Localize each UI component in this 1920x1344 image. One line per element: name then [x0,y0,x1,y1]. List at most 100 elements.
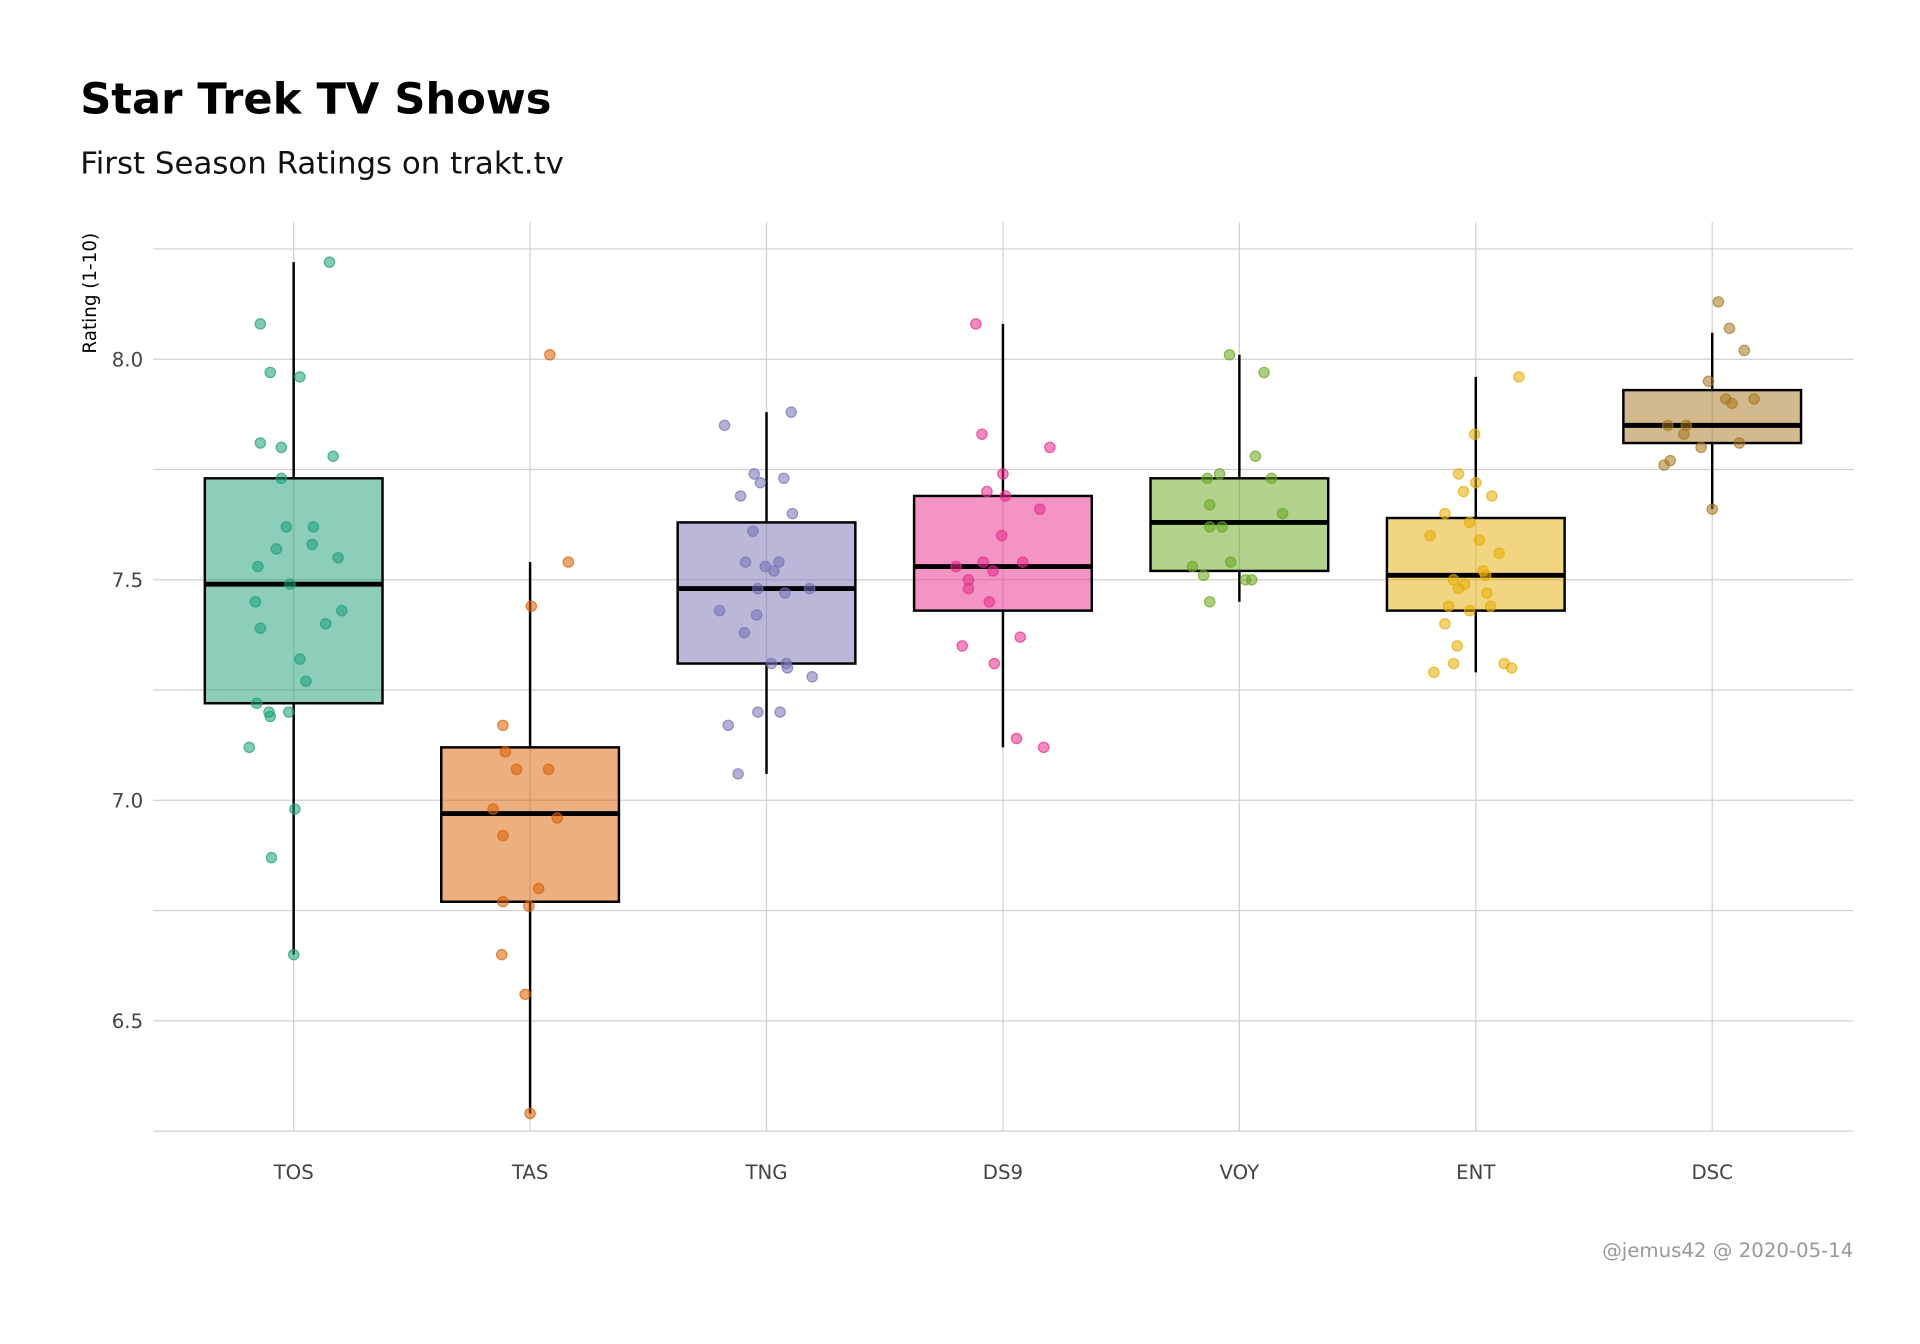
data-point-VOY [1203,499,1216,511]
data-point-TAS [497,719,509,732]
data-point-TAS [497,895,509,908]
data-point-VOY [1203,521,1216,533]
y-tick-label: 6.5 [112,1010,143,1033]
box-iqr [1385,516,1566,612]
x-tick-label: TAS [511,1161,549,1184]
x-ticks: TOS TAS TNG DS9 VOY ENT DSC [273,1161,1733,1184]
data-point-ENT [1439,507,1451,520]
data-point-TNG [777,472,790,485]
data-point-TOS [270,543,283,555]
caption: @jemus42 @ 2020-05-14 [1602,1239,1853,1262]
data-point-TOS [254,437,267,449]
data-point-VOY [1249,450,1262,462]
data-point-DS9 [1016,556,1029,568]
x-tick-label: VOY [1220,1161,1261,1184]
data-point-ENT [1469,476,1482,489]
x-tick-label: TNG [744,1161,787,1184]
data-point-DS9 [969,318,982,330]
data-point-TOS [306,538,318,551]
box-TOS [203,262,384,955]
data-point-DS9 [956,640,969,652]
data-point-DS9 [995,529,1008,542]
x-tick-label: ENT [1456,1161,1496,1184]
data-point-TNG [785,406,797,418]
data-point-TOS [243,741,256,754]
data-point-TAS [487,803,499,815]
data-point-ENT [1505,662,1518,674]
data-point-TOS [294,371,306,383]
data-point-DSC [1733,437,1746,449]
data-point-DS9 [976,428,988,440]
y-tick-label: 7.0 [112,790,143,813]
data-point-TOS [250,697,263,709]
data-point-TOS [249,596,262,608]
data-point-VOY [1213,468,1226,480]
y-axis-label: Rating (1-10) [80,233,101,354]
points [243,256,1760,1120]
y-tick-label: 7.5 [112,569,143,592]
data-point-VOY [1258,366,1270,379]
data-point-TAS [495,948,508,961]
data-point-TAS [524,1107,536,1120]
data-point-DSC [1658,459,1670,471]
data-point-ENT [1468,428,1481,440]
data-point-DSC [1702,375,1715,388]
data-point-TAS [519,988,531,1001]
data-point-TAS [532,882,545,895]
data-point-DSC [1726,397,1738,410]
data-point-DS9 [1044,441,1056,454]
data-point-DS9 [987,565,999,577]
chart-subtitle: First Season Ratings on trakt.tv [80,147,564,182]
data-point-TOS [252,560,264,573]
data-point-TOS [254,622,267,635]
x-tick-label: TOS [273,1161,314,1184]
data-point-TNG [752,582,764,595]
data-point-TOS [282,706,295,718]
data-point-TAS [497,829,509,842]
data-point-ENT [1481,587,1493,599]
data-point-ENT [1447,574,1460,586]
data-point-VOY [1245,574,1258,586]
data-point-TNG [713,604,726,617]
data-point-TOS [284,578,296,590]
data-point-TNG [732,768,744,780]
box-iqr [912,494,1094,612]
data-point-TAS [499,746,512,758]
data-point-TOS [280,521,293,533]
box-iqr [1622,388,1803,445]
data-point-ENT [1463,516,1476,529]
data-point-TAS [525,600,538,612]
data-point-TNG [806,671,818,683]
data-point-ENT [1479,569,1492,582]
box-TAS [440,562,621,1114]
data-point-DS9 [962,582,975,595]
data-point-DS9 [977,556,989,568]
data-point-TNG [747,525,759,537]
data-point-VOY [1186,560,1199,573]
data-point-TOS [294,653,306,665]
data-point-TOS [275,441,288,454]
data-point-TOS [254,318,267,330]
box-ENT [1385,376,1566,673]
data-point-TOS [335,604,348,617]
data-point-VOY [1223,349,1236,361]
data-point-TAS [542,763,555,776]
data-point-ENT [1447,657,1460,670]
data-point-TNG [754,476,767,489]
data-point-TOS [319,618,332,630]
data-point-TNG [718,419,731,432]
data-point-DS9 [1014,631,1027,643]
data-point-DSC [1748,393,1760,405]
data-point-ENT [1452,582,1465,595]
data-point-ENT [1463,604,1476,617]
data-point-ENT [1424,529,1436,542]
data-point-DSC [1723,322,1736,335]
data-point-ENT [1513,371,1525,383]
data-point-TOS [287,948,300,961]
data-point-DS9 [999,490,1012,502]
data-point-ENT [1439,618,1451,630]
data-point-TNG [738,626,751,639]
data-point-DS9 [1010,732,1023,745]
data-point-DS9 [983,596,996,608]
